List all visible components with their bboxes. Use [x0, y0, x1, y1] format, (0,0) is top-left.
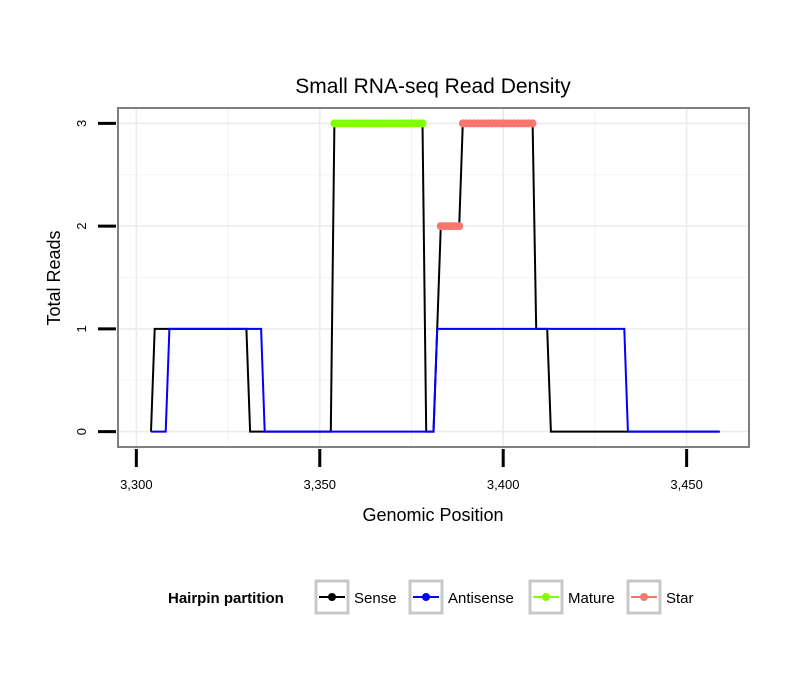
- y-tick-label: 3: [74, 120, 89, 127]
- panel-border: [117, 107, 750, 448]
- x-tick-label: 3,350: [303, 477, 336, 492]
- plot-area: [117, 107, 750, 448]
- legend: Hairpin partition Sense Antisense Mature St…: [168, 579, 694, 615]
- series-line-antisense: [151, 327, 720, 433]
- y-axis-title: Total Reads: [44, 230, 64, 325]
- data-point-star: [528, 119, 537, 128]
- legend-label-sense: Sense: [354, 590, 397, 607]
- x-tick-label: 3,400: [487, 477, 520, 492]
- legend-key-point: [542, 593, 550, 601]
- x-axis-title: Genomic Position: [362, 505, 503, 525]
- y-tick-label: 0: [74, 428, 89, 435]
- legend-key-point: [640, 593, 648, 601]
- legend-title: Hairpin partition: [168, 590, 284, 607]
- x-tick-label: 3,300: [120, 477, 153, 492]
- legend-key-point: [328, 593, 336, 601]
- legend-label-antisense: Antisense: [448, 590, 514, 607]
- data-point-mature: [418, 119, 427, 128]
- x-tick-label: 3,450: [670, 477, 703, 492]
- legend-key-point: [422, 593, 430, 601]
- chart-title: Small RNA-seq Read Density: [295, 75, 571, 98]
- legend-label-mature: Mature: [568, 590, 615, 607]
- data-point-star: [455, 222, 464, 231]
- y-tick-label: 1: [74, 325, 89, 332]
- y-tick-label: 2: [74, 223, 89, 230]
- legend-label-star: Star: [666, 590, 694, 607]
